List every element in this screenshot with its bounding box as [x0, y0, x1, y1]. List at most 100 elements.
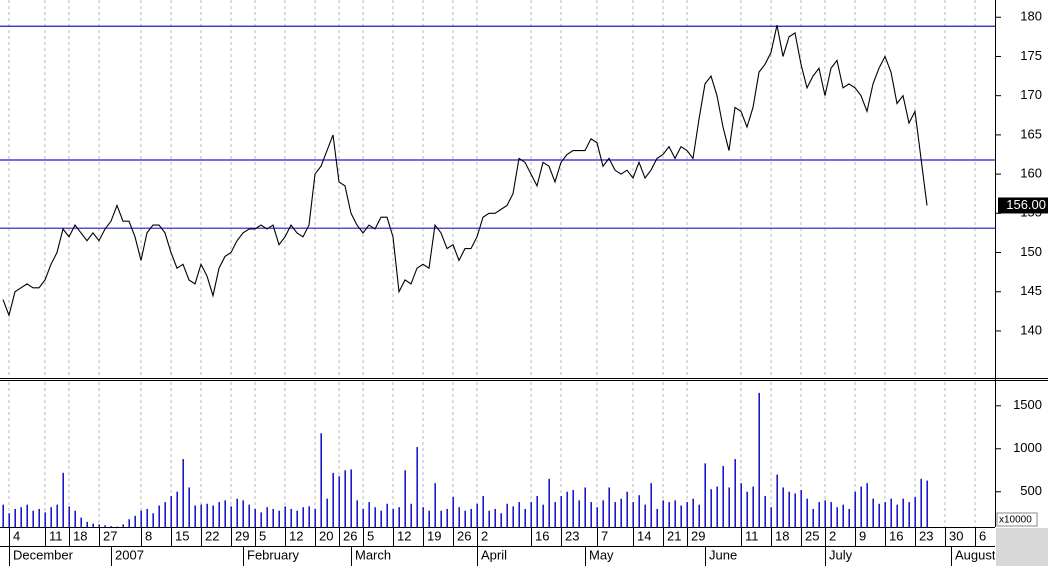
volume-bar	[638, 495, 640, 527]
volume-bar	[86, 521, 88, 527]
x-tick-label: 8	[145, 528, 152, 543]
month-label: June	[709, 547, 737, 562]
volume-bar	[26, 504, 28, 527]
volume-bar	[482, 496, 484, 527]
volume-bar	[20, 507, 22, 527]
x-tick-label: 2	[481, 528, 488, 543]
volume-bar	[662, 500, 664, 527]
volume-bar	[800, 490, 802, 527]
corner-box	[996, 528, 1048, 566]
volume-bar	[650, 483, 652, 527]
x-tick-label: 6	[979, 528, 986, 543]
volume-bar	[8, 513, 10, 527]
volume-bar	[176, 491, 178, 527]
y-tick-label: 1000	[1013, 440, 1042, 455]
volume-bar	[536, 496, 538, 527]
volume-bar	[854, 491, 856, 527]
x-tick-label: 7	[601, 528, 608, 543]
x-tick-label: 12	[289, 528, 303, 543]
volume-bar	[872, 498, 874, 527]
volume-bar	[194, 505, 196, 527]
volume-bar	[746, 491, 748, 527]
month-label: August	[955, 547, 996, 562]
volume-bar	[68, 506, 70, 527]
volume-bar	[812, 508, 814, 527]
volume-bar	[236, 498, 238, 527]
volume-bar	[716, 486, 718, 527]
x-tick-label: 20	[319, 528, 333, 543]
volume-bar	[728, 487, 730, 527]
volume-bar	[326, 498, 328, 527]
x-tick-label: 29	[235, 528, 249, 543]
volume-bar	[896, 504, 898, 527]
price-line	[2, 24, 928, 318]
x-tick-label: 18	[73, 528, 87, 543]
x-tick-label: 16	[535, 528, 549, 543]
volume-bar	[596, 507, 598, 527]
volume-bar	[530, 502, 532, 527]
volume-bar	[506, 503, 508, 527]
plot	[0, 24, 995, 527]
volume-bar	[890, 498, 892, 527]
volume-bar	[476, 503, 478, 527]
volume-bar	[488, 510, 490, 527]
y-tick-label: 165	[1020, 126, 1042, 141]
volume-bar	[50, 507, 52, 527]
volume-bar	[284, 506, 286, 527]
x-tick-label: 14	[637, 528, 651, 543]
volume-bar	[14, 508, 16, 527]
y-tick-label: 170	[1020, 87, 1042, 102]
y-tick-label: 140	[1020, 322, 1042, 337]
x-tick-label: 11	[745, 528, 759, 543]
volume-bar	[494, 508, 496, 527]
volume-bar	[104, 525, 106, 527]
volume-bar	[878, 503, 880, 527]
volume-bar	[794, 493, 796, 527]
volume-bar	[404, 470, 406, 527]
volume-bar	[914, 496, 916, 527]
volume-bar	[524, 508, 526, 527]
y-tick-label: 180	[1020, 9, 1042, 24]
month-label: March	[355, 547, 391, 562]
volume-bar	[740, 483, 742, 527]
volume-bar	[884, 502, 886, 527]
volume-bar	[698, 504, 700, 527]
month-label: April	[481, 547, 507, 562]
x-tick-label: 29	[691, 528, 705, 543]
volume-bar	[140, 510, 142, 527]
volume-bar	[734, 459, 736, 527]
volume-bar	[164, 502, 166, 527]
volume-bar	[254, 508, 256, 527]
volume-bar	[836, 507, 838, 527]
volume-bar	[602, 500, 604, 527]
volume-bar	[344, 470, 346, 527]
month-label: May	[589, 547, 614, 562]
volume-bar	[440, 510, 442, 527]
x-tick-label: 2	[829, 528, 836, 543]
volume-bar	[80, 517, 82, 527]
x-tick-label: 22	[205, 528, 219, 543]
volume-bar	[44, 512, 46, 527]
volume-bar	[368, 502, 370, 527]
volume-bar	[272, 508, 274, 527]
volume-bar	[548, 478, 550, 527]
volume-bar	[566, 491, 568, 527]
volume-bar	[398, 507, 400, 527]
volume-bar	[230, 506, 232, 527]
unit-label: x10000	[999, 515, 1032, 526]
unit-box	[996, 512, 1038, 527]
y-tick-label: 150	[1020, 244, 1042, 259]
y-tick-label: 160	[1020, 166, 1042, 181]
volume-bar	[710, 489, 712, 527]
x-tick-label: 4	[13, 528, 20, 543]
y-tick-label: 145	[1020, 283, 1042, 298]
volume-bar	[830, 502, 832, 527]
volume-bar	[392, 508, 394, 527]
volume-bar	[902, 498, 904, 527]
x-tick-label: 5	[367, 528, 374, 543]
volume-bar	[2, 504, 4, 527]
x-tick-label: 11	[49, 528, 63, 543]
volume-bar	[296, 510, 298, 527]
month-label: July	[829, 547, 853, 562]
